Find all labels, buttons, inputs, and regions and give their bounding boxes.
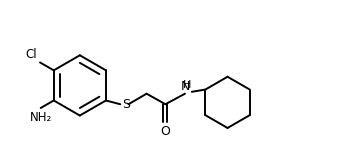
Text: O: O xyxy=(160,125,170,138)
Text: H: H xyxy=(183,80,191,90)
Text: N: N xyxy=(180,80,190,93)
Text: NH₂: NH₂ xyxy=(29,111,52,124)
Text: S: S xyxy=(122,98,130,111)
Text: Cl: Cl xyxy=(25,48,37,61)
